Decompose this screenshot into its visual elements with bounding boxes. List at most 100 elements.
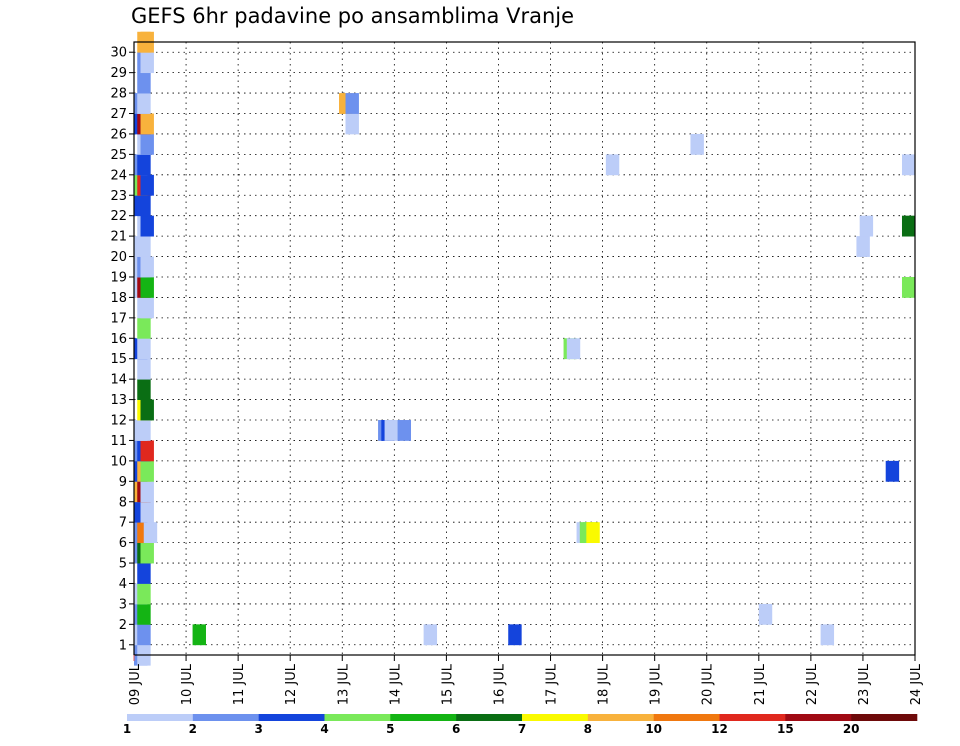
heat-cell — [140, 215, 154, 237]
heat-cell — [137, 72, 151, 94]
colorbar-segment — [456, 714, 523, 721]
heat-cell — [885, 460, 900, 482]
heat-cell — [586, 522, 600, 544]
colorbar-segment — [653, 714, 720, 721]
heat-cell — [137, 154, 151, 176]
y-tick-label: 11 — [110, 434, 127, 449]
colorbar-segment — [258, 714, 325, 721]
heat-cell — [137, 358, 151, 380]
colorbar-segment — [390, 714, 457, 721]
y-tick-label: 15 — [110, 352, 127, 367]
heat-cell — [140, 113, 154, 135]
y-tick-label: 1 — [119, 638, 127, 653]
colorbar-segment — [851, 714, 918, 721]
x-tick-label: 09 JUL — [128, 663, 143, 705]
heat-cell — [192, 624, 206, 646]
y-tick-label: 6 — [119, 536, 127, 551]
colorbar-label: 2 — [189, 722, 197, 736]
x-tick-label: 10 JUL — [180, 663, 195, 705]
y-tick-label: 3 — [119, 597, 127, 612]
x-tick-label: 15 JUL — [440, 663, 455, 705]
heat-cell — [859, 215, 874, 237]
y-tick-label: 23 — [110, 189, 127, 204]
colorbar-label: 3 — [254, 722, 262, 736]
y-tick-label: 30 — [110, 46, 127, 61]
y-tick-label: 27 — [110, 107, 127, 122]
heat-cell — [140, 174, 154, 196]
heat-cell — [508, 624, 522, 646]
x-tick-label: 12 JUL — [284, 663, 299, 705]
colorbar-label: 6 — [452, 722, 460, 736]
heat-cell — [137, 420, 151, 441]
heat-cell — [137, 563, 151, 584]
heat-cell — [137, 379, 151, 400]
heat-cell — [140, 460, 154, 482]
x-tick-label: 22 JUL — [805, 663, 820, 705]
y-tick-label: 9 — [119, 475, 127, 490]
y-tick-label: 12 — [110, 414, 127, 429]
heat-cell — [140, 276, 154, 298]
x-tick-label: 17 JUL — [545, 663, 560, 705]
x-tick-label: 11 JUL — [232, 663, 247, 705]
colorbar-segment — [522, 714, 589, 721]
colorbar-label: 4 — [320, 722, 328, 736]
heat-cell — [566, 338, 581, 360]
heat-cell — [901, 215, 916, 237]
heat-cell — [140, 501, 154, 523]
y-tick-label: 5 — [119, 557, 127, 572]
x-tick-label: 21 JUL — [753, 663, 768, 705]
colorbar-label: 15 — [777, 722, 794, 736]
y-tick-label: 2 — [119, 618, 127, 633]
y-tick-label: 22 — [110, 209, 127, 224]
y-tick-label: 26 — [110, 127, 127, 142]
y-tick-label: 18 — [110, 291, 127, 306]
heat-cell — [140, 481, 154, 503]
heat-cell — [143, 522, 158, 544]
heat-cell — [901, 276, 916, 298]
heat-cell — [137, 93, 151, 114]
colorbar-label: 20 — [843, 722, 860, 736]
heat-cell — [137, 338, 151, 360]
heat-cell — [140, 440, 154, 462]
heat-cell — [690, 133, 704, 155]
x-tick-label: 20 JUL — [701, 663, 716, 705]
y-tick-label: 8 — [119, 495, 127, 510]
colorbar-segment — [587, 714, 654, 721]
plot-frame — [133, 41, 916, 656]
y-tick-label: 17 — [110, 311, 127, 326]
heat-cell — [605, 154, 620, 176]
x-tick-label: 23 JUL — [857, 663, 872, 705]
heat-cell — [901, 154, 916, 176]
y-tick-label: 7 — [119, 516, 127, 531]
colorbar-segment — [719, 714, 786, 721]
colorbar-segment — [324, 714, 391, 721]
y-tick-label: 21 — [110, 230, 127, 245]
heat-cell — [140, 297, 154, 319]
x-tick-label: 19 JUL — [649, 663, 664, 705]
colorbar-label: 5 — [386, 722, 394, 736]
heat-cell — [397, 420, 412, 441]
y-tick-label: 16 — [110, 332, 127, 347]
y-tick-label: 29 — [110, 66, 127, 81]
heat-cell — [137, 195, 151, 217]
heat-cell — [384, 420, 398, 441]
heat-cell — [137, 236, 151, 257]
colorbar-label: 10 — [645, 722, 662, 736]
heat-cell — [856, 236, 870, 257]
heat-cell — [140, 542, 154, 564]
heat-cell — [140, 52, 154, 74]
heat-cell — [140, 133, 154, 155]
x-tick-label: 13 JUL — [336, 663, 351, 705]
colorbar-segment — [785, 714, 852, 721]
heat-cell — [140, 256, 154, 278]
heat-cell — [137, 317, 151, 339]
y-tick-label: 13 — [110, 393, 127, 408]
colorbar-segment — [127, 714, 194, 721]
y-tick-label: 10 — [110, 454, 127, 469]
colorbar-label: 12 — [711, 722, 728, 736]
x-tick-label: 24 JUL — [909, 663, 924, 705]
colorbar-label: 8 — [584, 722, 592, 736]
heat-cell — [140, 399, 154, 421]
